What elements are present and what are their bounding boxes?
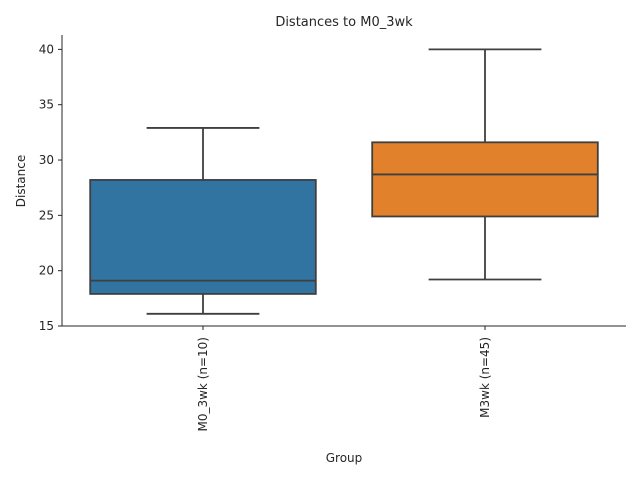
y-axis-label: Distance: [14, 155, 28, 207]
boxes-layer: [89, 48, 599, 315]
y-tick-label: 20: [39, 264, 54, 278]
box-iqr: [89, 179, 317, 295]
y-tick-label: 40: [39, 42, 54, 56]
box-group: [371, 48, 599, 281]
y-tick-label: 15: [39, 319, 54, 333]
y-tick-label: 25: [39, 208, 54, 222]
x-ticks: M0_3wk (n=10) M3wk (n=45): [196, 326, 492, 432]
box-iqr: [371, 141, 599, 218]
y-tick-label: 30: [39, 153, 54, 167]
x-axis-label: Group: [326, 451, 363, 465]
y-tick-label: 35: [39, 98, 54, 112]
chart-title: Distances to M0_3wk: [275, 15, 413, 30]
box-group: [89, 127, 317, 315]
y-ticks: 15 20 25 30 35 40: [39, 42, 62, 333]
x-tick-label: M0_3wk (n=10): [196, 337, 210, 432]
x-tick-label: M3wk (n=45): [478, 337, 492, 418]
